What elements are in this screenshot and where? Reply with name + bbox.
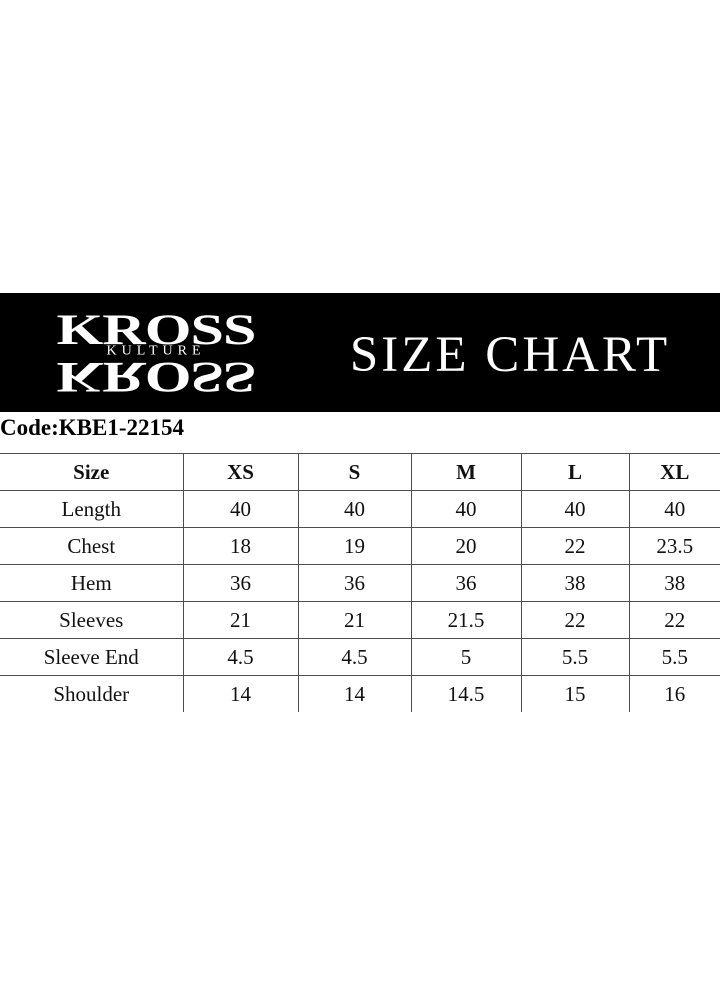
svg-text:KULTURE: KULTURE (106, 344, 205, 359)
svg-text:KROSS: KROSS (56, 353, 255, 393)
